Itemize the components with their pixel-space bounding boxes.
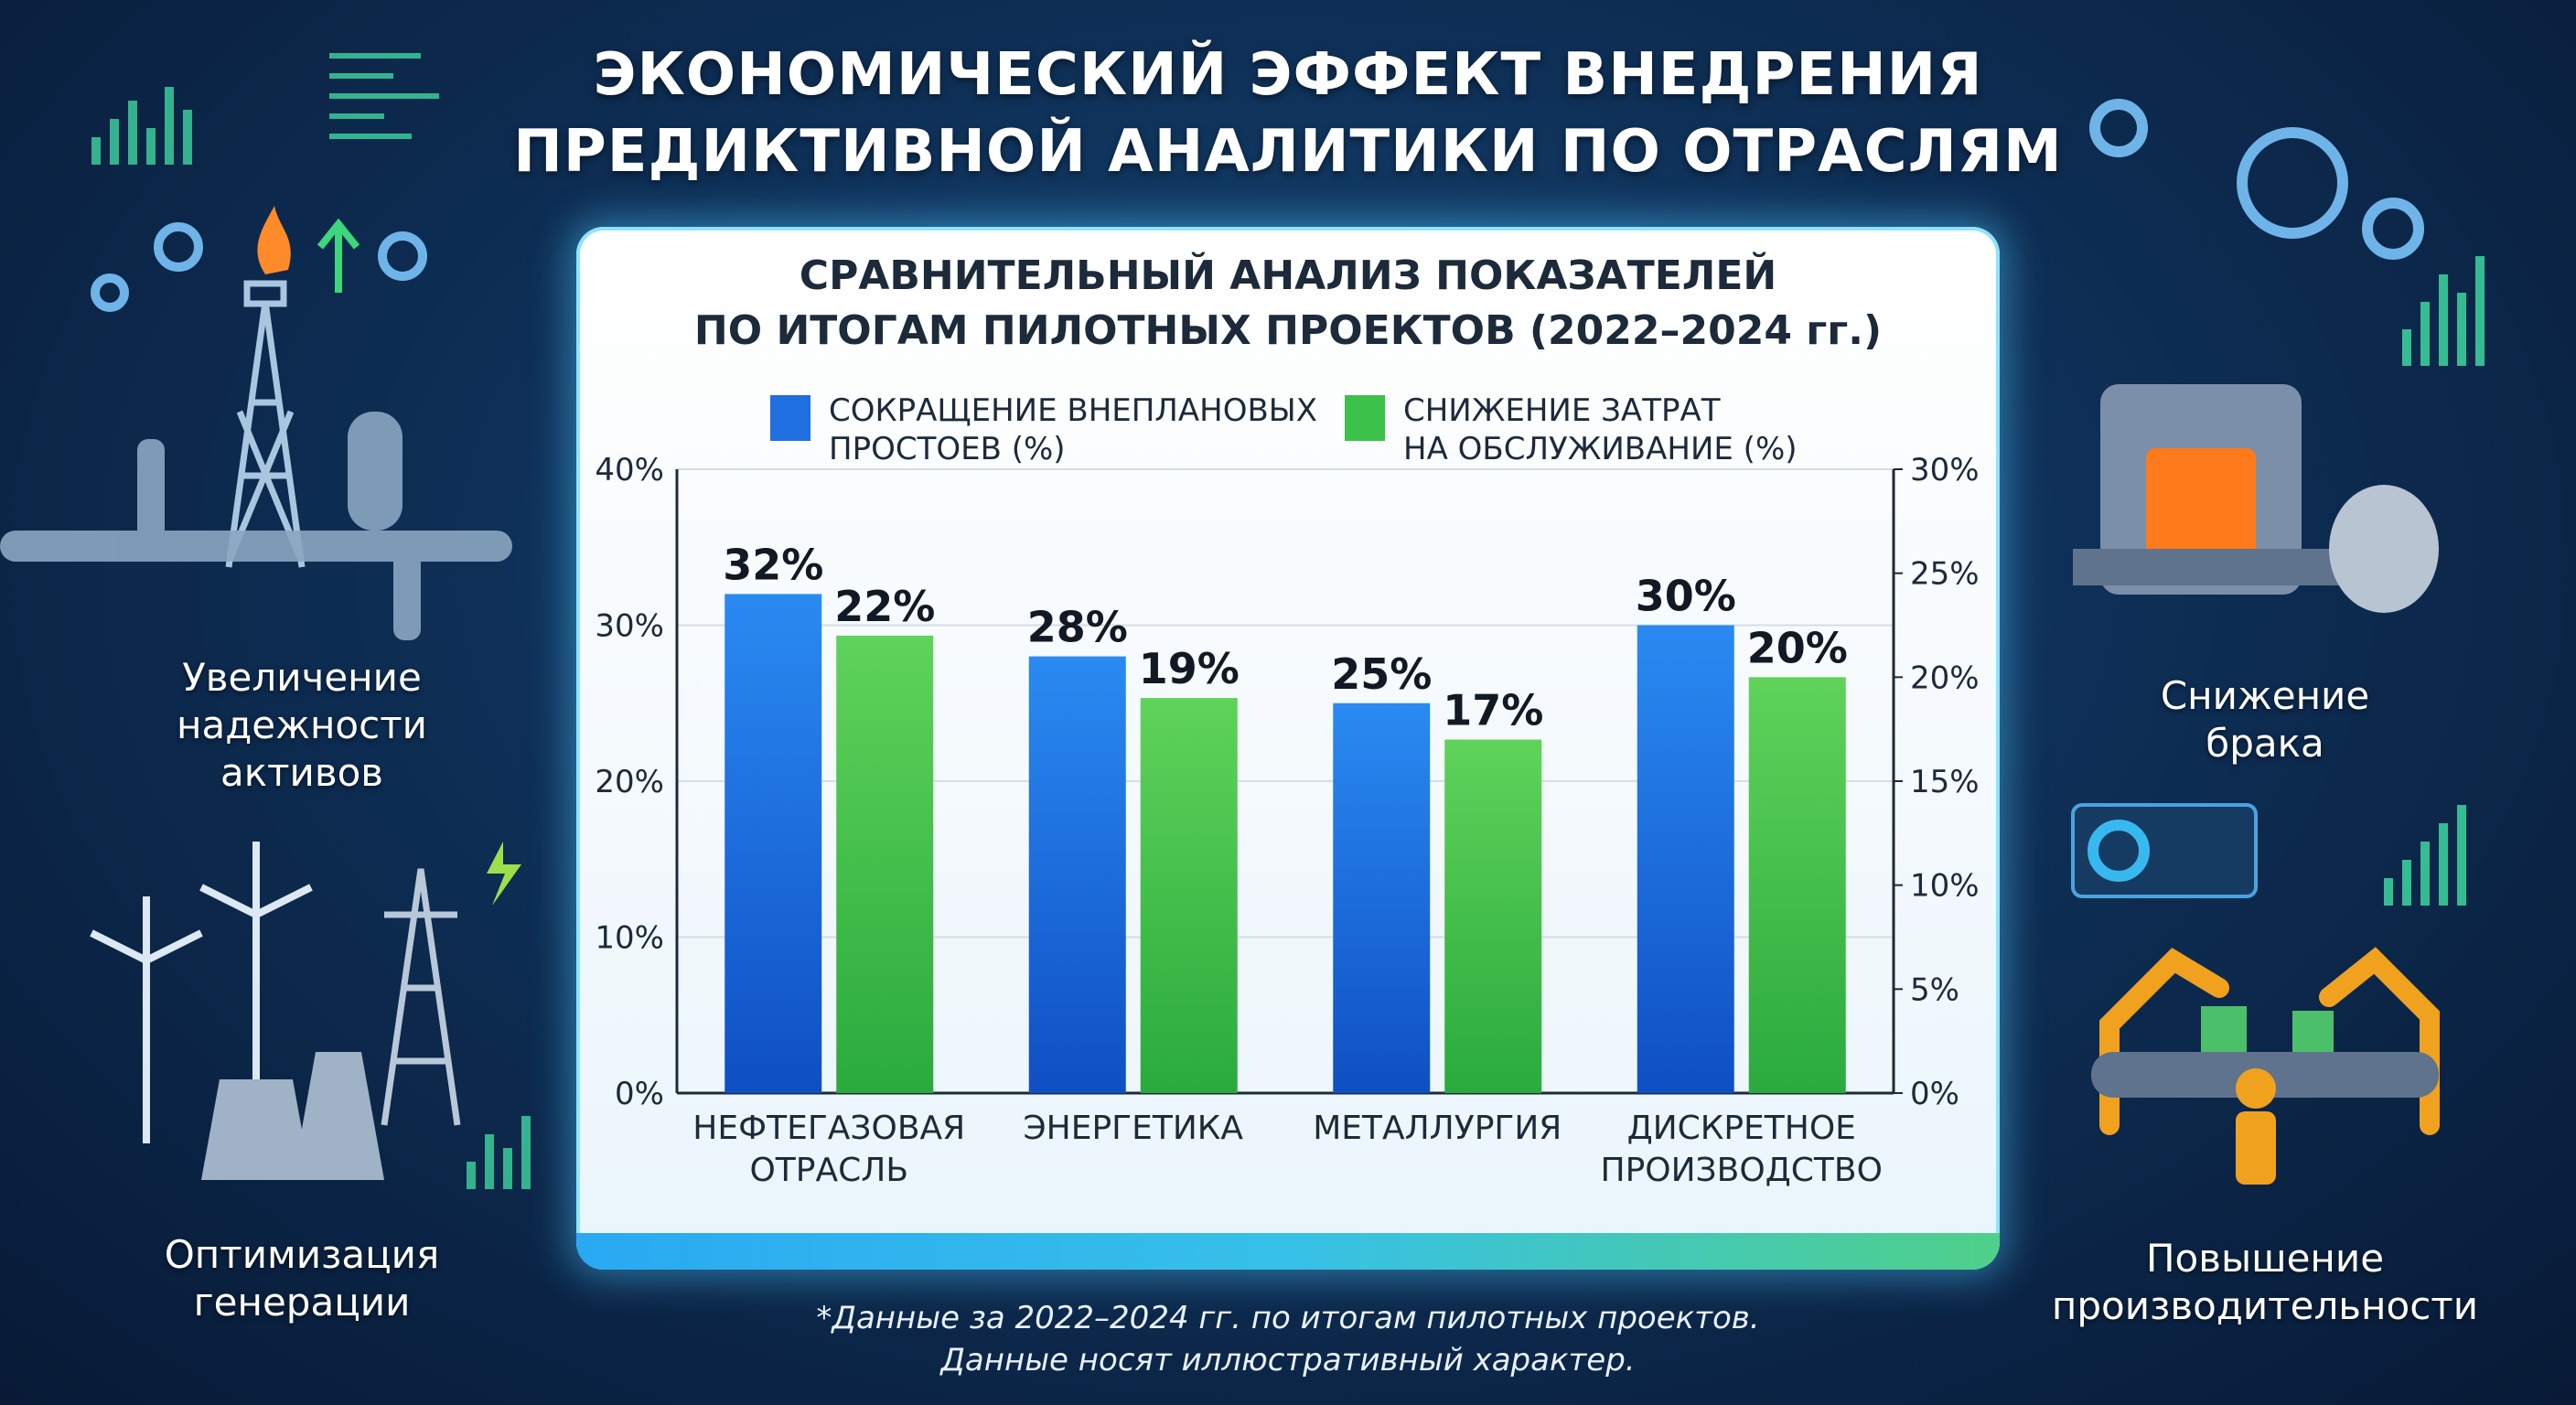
chart-title-line-2: ПО ИТОГАМ ПИЛОТНЫХ ПРОЕКТОВ (2022–2024 г… bbox=[693, 307, 1883, 354]
gear-icon bbox=[2089, 99, 2424, 260]
bar bbox=[1444, 739, 1542, 1093]
bar bbox=[1140, 698, 1238, 1093]
footnote: *Данные за 2022–2024 гг. по итогам пилот… bbox=[0, 1297, 2576, 1381]
y-right-tick-label: 5% bbox=[1910, 971, 1959, 1008]
y-left-tick-label: 0% bbox=[615, 1076, 664, 1112]
flame-icon bbox=[257, 206, 291, 274]
side-label-productivity-increase: Повышение производительности bbox=[2036, 1235, 2494, 1330]
oil-derrick-icon bbox=[225, 280, 306, 568]
furnace-icon bbox=[2073, 384, 2375, 595]
legend-item-downtime: СОКРАЩЕНИЕ ВНЕПЛАНОВЫХ ПРОСТОЕВ (%) bbox=[770, 391, 1317, 468]
mini-bar-chart-icon bbox=[2402, 256, 2485, 366]
power-tower-icon bbox=[381, 868, 461, 1126]
bar bbox=[836, 635, 934, 1093]
power-plant-icon bbox=[201, 1052, 384, 1180]
page-title-line-2: ПРЕДИКТИВНОЙ АНАЛИТИКИ ПО ОТРАСЛЯМ bbox=[513, 118, 2063, 186]
left-illustrations bbox=[0, 53, 531, 1189]
y-right-tick-label: 0% bbox=[1910, 1076, 1959, 1112]
chart-title: СРАВНИТЕЛЬНЫЙ АНАЛИЗ ПОКАЗАТЕЛЕЙ ПО ИТОГ… bbox=[576, 249, 2000, 359]
arrow-up-icon bbox=[317, 218, 360, 293]
pie-chart-icon bbox=[2071, 803, 2258, 898]
y-right-tick-label: 20% bbox=[1910, 660, 1980, 696]
bar-value-label: 19% bbox=[1139, 644, 1240, 693]
legend-swatch-blue bbox=[770, 395, 810, 441]
bar-value-label: 20% bbox=[1747, 623, 1848, 672]
bar-value-label: 25% bbox=[1331, 649, 1432, 699]
side-label-line: Снижение bbox=[2160, 673, 2370, 718]
category-label: ПРОИЗВОДСТВО bbox=[1601, 1152, 1883, 1189]
wind-turbine-icon bbox=[90, 842, 313, 1143]
bar-layer bbox=[724, 594, 1846, 1093]
label-layer: 0%10%20%30%40%0%5%10%15%20%25%30%32%22%Н… bbox=[595, 452, 1979, 1189]
mini-bar-chart-icon bbox=[2384, 805, 2466, 906]
mini-bar-chart-icon bbox=[467, 1116, 531, 1189]
worker-icon bbox=[2236, 1068, 2276, 1185]
side-label-line: Увеличение bbox=[182, 655, 422, 700]
y-right-tick-label: 15% bbox=[1910, 764, 1980, 800]
footnote-line-1: *Данные за 2022–2024 гг. по итогам пилот… bbox=[816, 1300, 1760, 1336]
panel-accent-bar bbox=[576, 1233, 2000, 1270]
y-left-tick-label: 20% bbox=[595, 764, 664, 800]
category-label: МЕТАЛЛУРГИЯ bbox=[1313, 1110, 1562, 1147]
bar bbox=[1748, 677, 1846, 1093]
bar-value-label: 17% bbox=[1443, 686, 1543, 735]
page-title-line-1: ЭКОНОМИЧЕСКИЙ ЭФФЕКТ ВНЕДРЕНИЯ bbox=[593, 41, 1983, 109]
legend-swatch-green bbox=[1345, 395, 1385, 441]
side-label-line: активов bbox=[220, 750, 384, 795]
page-title: ЭКОНОМИЧЕСКИЙ ЭФФЕКТ ВНЕДРЕНИЯ ПРЕДИКТИВ… bbox=[0, 37, 2576, 190]
progress-lines-icon bbox=[329, 53, 439, 139]
category-label: ДИСКРЕТНОЕ bbox=[1627, 1110, 1856, 1147]
category-label: ЭНЕРГЕТИКА bbox=[1024, 1110, 1244, 1147]
side-label-asset-reliability: Увеличение надежности активов bbox=[119, 654, 485, 797]
right-illustrations bbox=[2071, 99, 2485, 1185]
y-left-tick-label: 30% bbox=[595, 608, 664, 645]
legend-item-maintenance-cost: СНИЖЕНИЕ ЗАТРАТ НА ОБСЛУЖИВАНИЕ (%) bbox=[1345, 391, 1798, 468]
y-right-tick-label: 30% bbox=[1910, 452, 1980, 488]
bar-chart: 0%10%20%30%40%0%5%10%15%20%25%30%32%22%Н… bbox=[595, 452, 1979, 1189]
side-label-generation-optimization: Оптимизация генерации bbox=[119, 1231, 485, 1326]
category-label: ОТРАСЛЬ bbox=[749, 1152, 908, 1189]
steel-roll-icon bbox=[2329, 485, 2439, 613]
bar-value-label: 30% bbox=[1636, 572, 1736, 621]
pipeline-icon bbox=[0, 412, 512, 640]
gear-icon bbox=[91, 222, 427, 312]
legend-label-line: ПРОСТОЕВ (%) bbox=[829, 431, 1066, 467]
side-label-line: брака bbox=[2206, 721, 2324, 766]
footnote-line-2: Данные носят иллюстративный характер. bbox=[940, 1342, 1636, 1378]
category-label: НЕФТЕГАЗОВАЯ bbox=[692, 1110, 965, 1147]
legend-label-line: СНИЖЕНИЕ ЗАТРАТ bbox=[1403, 392, 1721, 429]
lightning-icon bbox=[487, 842, 521, 906]
chart-panel: СРАВНИТЕЛЬНЫЙ АНАЛИЗ ПОКАЗАТЕЛЕЙ ПО ИТОГ… bbox=[576, 227, 2000, 1270]
side-label-line: надежности bbox=[177, 702, 427, 747]
side-label-line: генерации bbox=[193, 1280, 411, 1325]
mini-bar-chart-icon bbox=[91, 87, 192, 165]
chart-title-line-1: СРАВНИТЕЛЬНЫЙ АНАЛИЗ ПОКАЗАТЕЛЕЙ bbox=[799, 252, 1777, 299]
side-label-defect-reduction: Снижение брака bbox=[2082, 672, 2448, 767]
y-left-tick-label: 40% bbox=[595, 452, 664, 488]
bar-value-label: 22% bbox=[834, 582, 935, 631]
bar bbox=[1028, 656, 1126, 1093]
bar-value-label: 28% bbox=[1027, 603, 1128, 652]
y-right-tick-label: 10% bbox=[1910, 868, 1980, 905]
side-label-line: Повышение bbox=[2145, 1236, 2385, 1281]
bar bbox=[724, 594, 822, 1093]
bar-value-label: 32% bbox=[723, 540, 823, 589]
side-label-line: Оптимизация bbox=[164, 1232, 440, 1277]
legend-label-line: НА ОБСЛУЖИВАНИЕ (%) bbox=[1403, 431, 1798, 467]
bar bbox=[1637, 625, 1734, 1093]
side-label-line: производительности bbox=[2051, 1283, 2479, 1328]
legend-label-line: СОКРАЩЕНИЕ ВНЕПЛАНОВЫХ bbox=[829, 392, 1318, 429]
y-right-tick-label: 25% bbox=[1910, 556, 1980, 593]
bar bbox=[1333, 702, 1431, 1093]
y-left-tick-label: 10% bbox=[595, 920, 664, 957]
